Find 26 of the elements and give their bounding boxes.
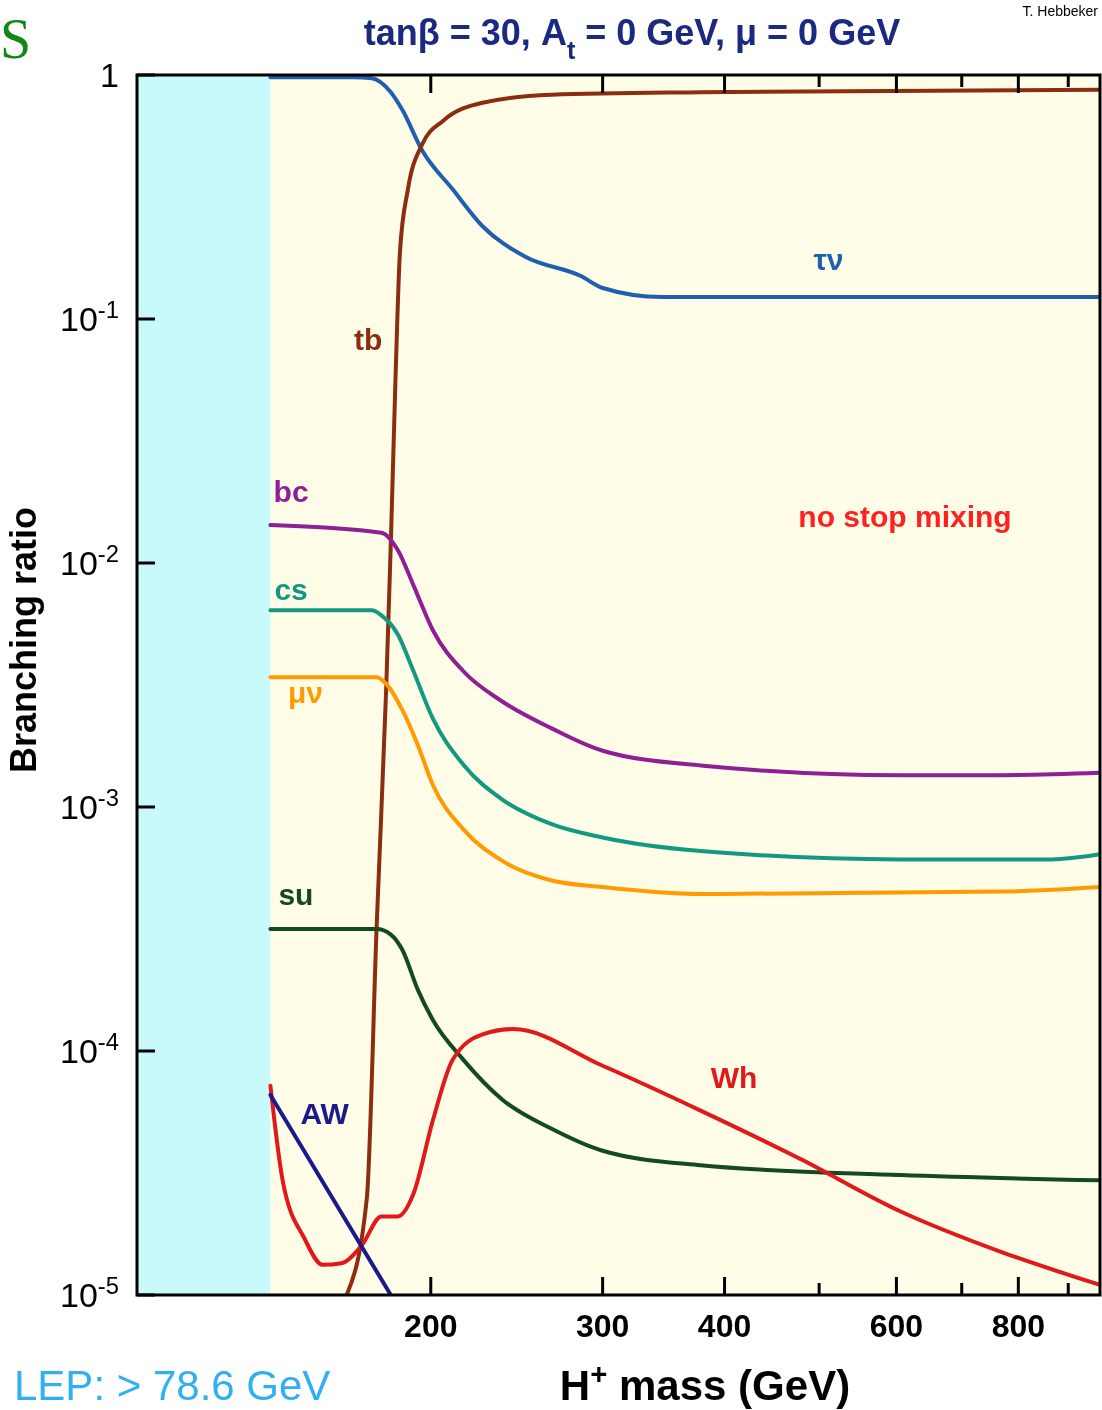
y-tick-label: 10$^{-3}$ — [60, 783, 119, 826]
y-tick-label: 10$^{-2}$ — [60, 539, 119, 582]
x-tick-label: 800 — [991, 1308, 1046, 1344]
x-tick-label: 300 — [575, 1308, 630, 1344]
x-axis-title: H$^{+}$ mass (GeV) — [559, 1356, 851, 1409]
annotation: no stop mixing — [798, 500, 1012, 533]
y-tick-label: 10$^{-5}$ — [60, 1271, 119, 1314]
text: LEP: > 78.6 GeV — [14, 1362, 331, 1409]
chart-title: tanβ = 30, A$_{t}$ = 0 GeV, μ = 0 GeV — [363, 12, 901, 64]
y-tick-label: 1 — [100, 56, 119, 94]
series-label: Wh — [710, 1060, 758, 1094]
series-label: bc — [273, 475, 309, 508]
series-label: tb — [353, 322, 383, 356]
y-axis-title: Branching ratio — [3, 506, 44, 774]
series-label: τν — [813, 243, 844, 277]
x-tick-label: 400 — [697, 1308, 752, 1344]
y-tick-label: 10$^{-1}$ — [60, 295, 119, 338]
text: T. Hebbeker — [1022, 3, 1099, 19]
series-label: μν — [288, 676, 324, 710]
y-tick-label: 10$^{-4}$ — [60, 1027, 119, 1070]
series-label: su — [278, 877, 314, 911]
x-tick-label: 600 — [869, 1308, 924, 1344]
x-tick-label: 200 — [404, 1308, 458, 1344]
series-label: cs — [274, 572, 308, 606]
series-label: AW — [300, 1097, 350, 1131]
text: S — [0, 8, 32, 70]
